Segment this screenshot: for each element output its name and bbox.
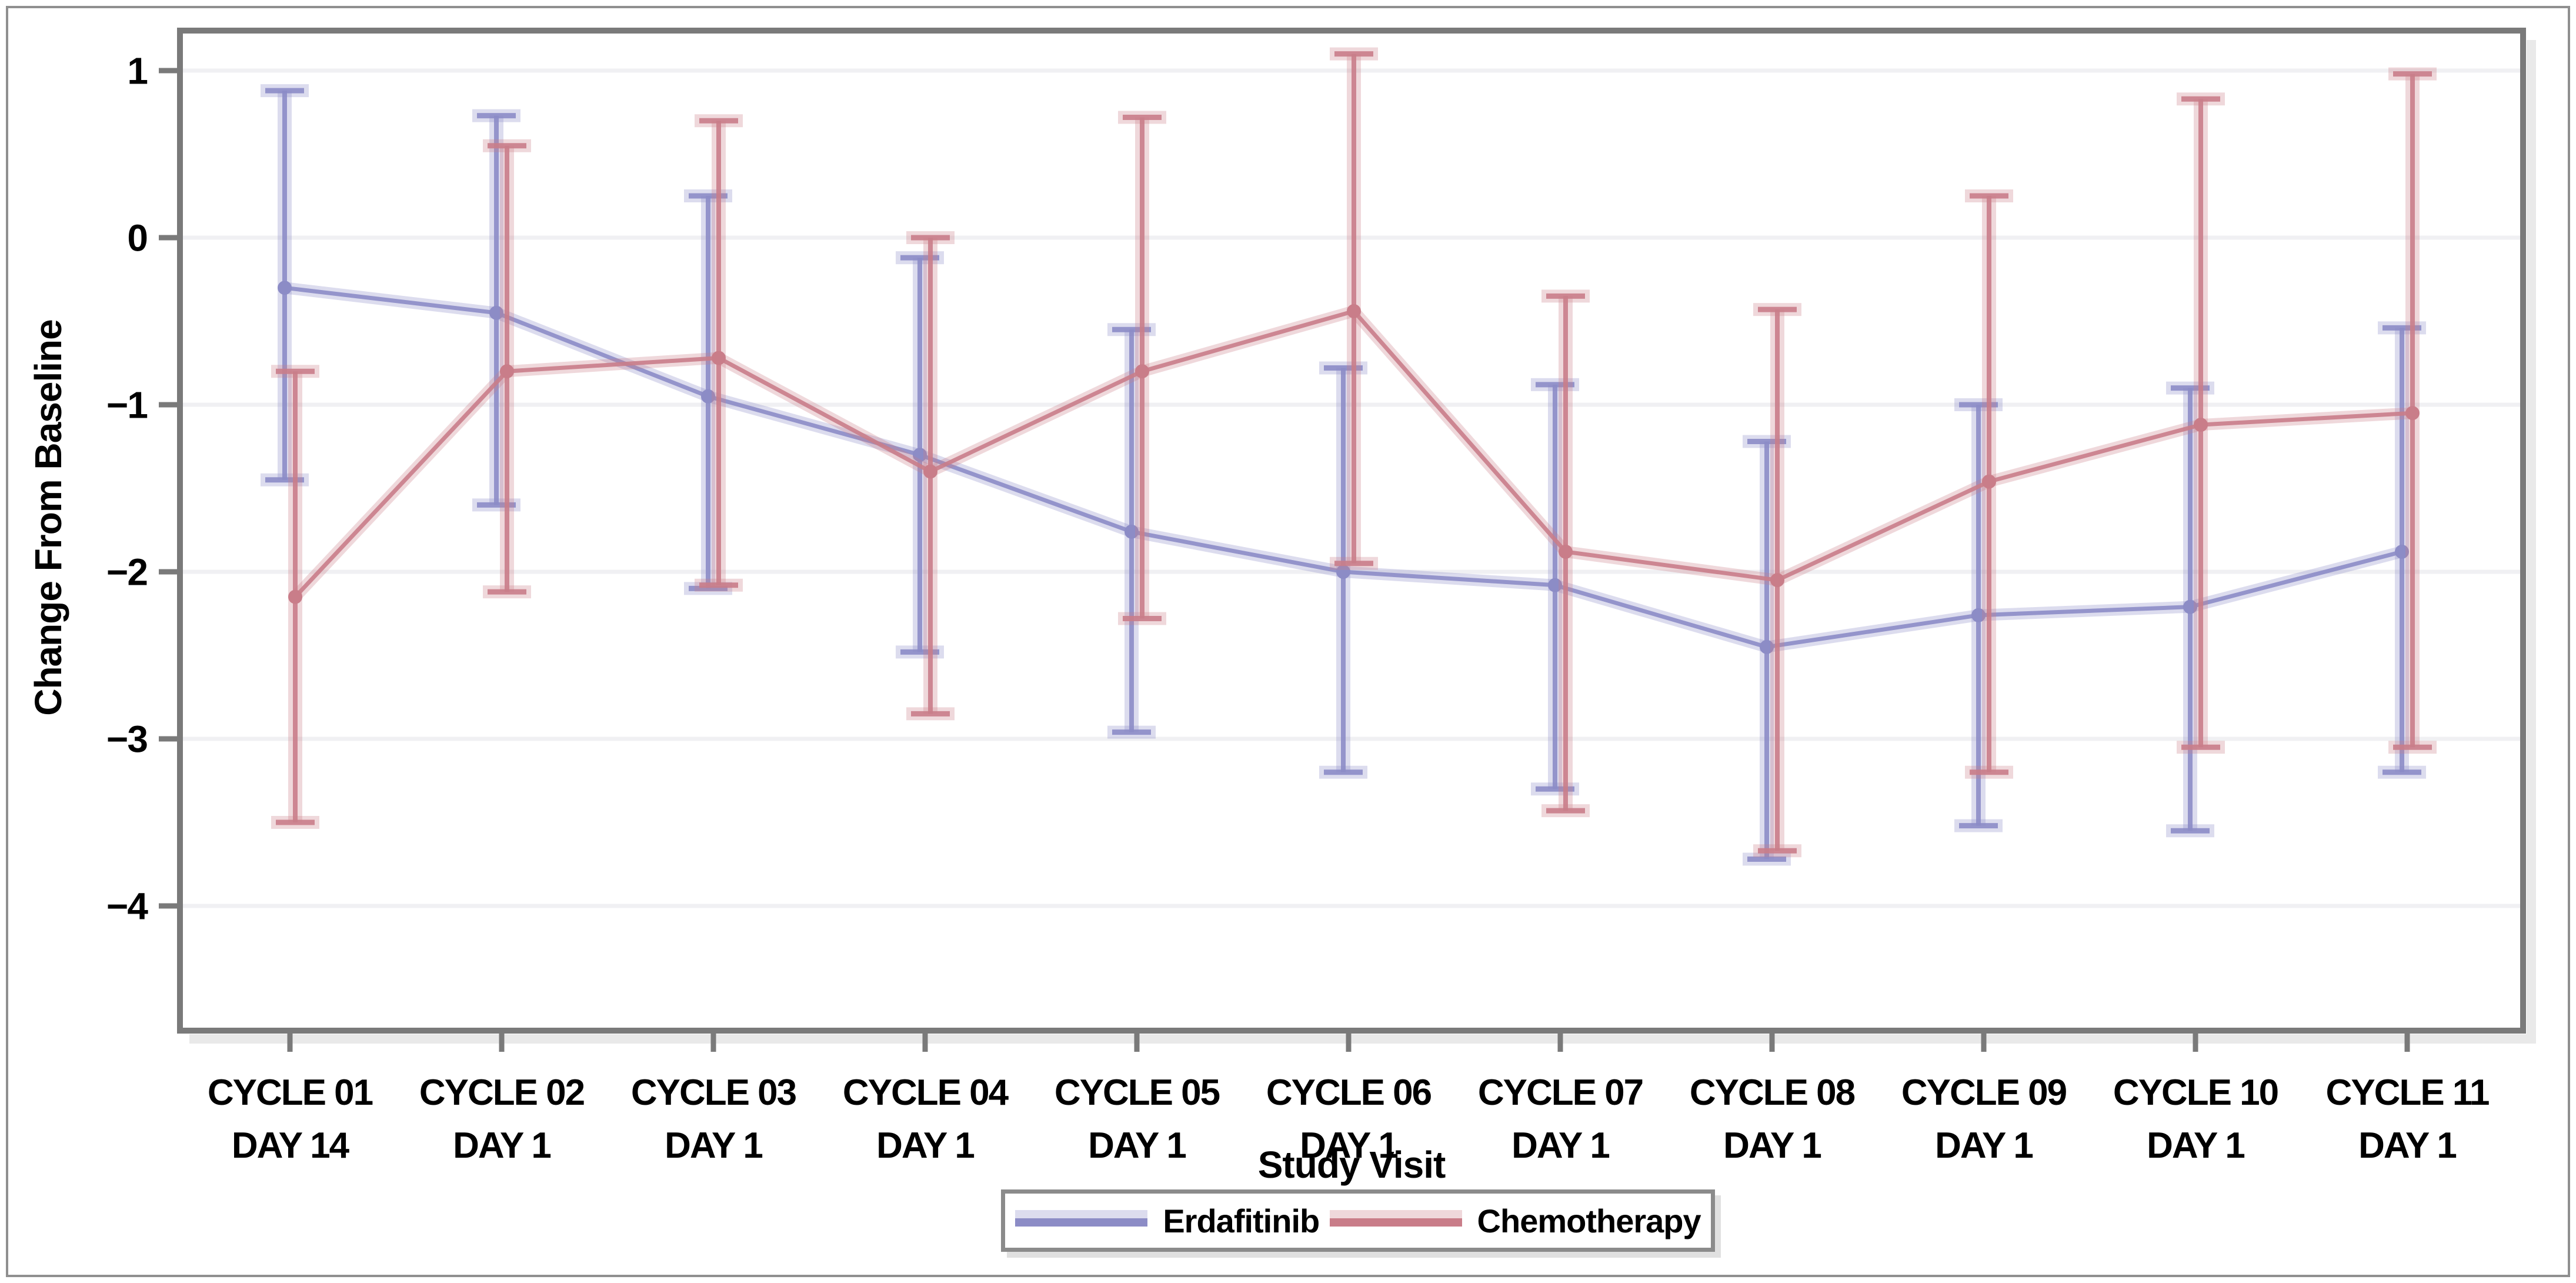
x-category-label-line2: DAY 1 — [2147, 1125, 2244, 1166]
data-point-marker — [1125, 524, 1139, 539]
data-point-marker — [2194, 418, 2208, 432]
y-tick-label: −3 — [106, 718, 147, 760]
x-category-label-line2: DAY 1 — [1300, 1125, 1397, 1166]
data-point-marker — [2405, 406, 2420, 421]
data-point-marker — [1982, 474, 1996, 489]
y-tick-label: 0 — [127, 216, 147, 259]
x-category-label-line1: CYCLE 06 — [1266, 1072, 1432, 1113]
data-point-marker — [2183, 599, 2197, 614]
x-category-label-line2: DAY 1 — [665, 1125, 762, 1166]
legend-label-chemotherapy: Chemotherapy — [1477, 1202, 1701, 1239]
y-axis: 1 0 −1 −2 −3 −4 — [106, 49, 180, 927]
plot-border — [177, 28, 2526, 1034]
data-point-marker — [1347, 304, 1361, 318]
x-category-label-line2: DAY 1 — [453, 1125, 550, 1166]
x-category-label-line2: DAY 1 — [1723, 1125, 1821, 1166]
x-category-label-line2: DAY 1 — [876, 1125, 974, 1166]
data-point-marker — [1135, 364, 1149, 379]
x-category-label-line1: CYCLE 08 — [1690, 1072, 1855, 1113]
data-point-marker — [1336, 565, 1350, 579]
plot-shadow-bottom — [189, 1034, 2536, 1044]
data-point-marker — [913, 448, 927, 462]
erdafitinib-line-swatch — [1015, 1209, 1148, 1232]
chemotherapy-line-core — [1329, 1218, 1462, 1227]
data-point-marker — [923, 464, 937, 479]
plot-shadow-right — [2527, 40, 2536, 1044]
x-category-label-line1: CYCLE 01 — [208, 1072, 373, 1113]
x-category-label-line2: DAY 1 — [1511, 1125, 1609, 1166]
data-point-marker — [489, 305, 503, 320]
y-tick-label: −2 — [106, 551, 147, 593]
x-category-label-line1: CYCLE 09 — [1901, 1072, 2067, 1113]
x-category-label-line1: CYCLE 07 — [1478, 1072, 1643, 1113]
data-point-marker — [2395, 544, 2409, 559]
y-tick-label: 1 — [127, 49, 147, 92]
x-category-label-line1: CYCLE 04 — [843, 1072, 1009, 1113]
data-point-marker — [288, 589, 302, 604]
series-chemotherapy — [271, 47, 2437, 858]
data-point-marker — [1770, 573, 1784, 588]
x-category-label-line2: DAY 1 — [2358, 1125, 2456, 1166]
x-category-label-line2: DAY 1 — [1935, 1125, 2033, 1166]
x-category-label-line1: CYCLE 10 — [2113, 1072, 2278, 1113]
legend-label-erdafitinib: Erdafitinib — [1163, 1202, 1320, 1239]
erdafitinib-line-core — [1015, 1218, 1148, 1227]
data-point-marker — [278, 281, 292, 295]
x-category-label-line2: DAY 14 — [232, 1125, 350, 1166]
data-point-marker — [1760, 639, 1774, 654]
data-point-marker — [701, 389, 715, 404]
x-category-label-line1: CYCLE 11 — [2326, 1072, 2489, 1113]
legend-item-chemotherapy: Chemotherapy — [1329, 1202, 1701, 1240]
x-category-label-line2: DAY 1 — [1088, 1125, 1186, 1166]
data-point-marker — [712, 351, 726, 365]
data-point-marker — [1559, 544, 1573, 559]
y-tick-label: −4 — [106, 885, 148, 927]
y-axis-title: Change From Baseline — [27, 319, 69, 716]
chemotherapy-line-swatch — [1329, 1209, 1462, 1232]
x-category-label-line1: CYCLE 02 — [419, 1072, 584, 1113]
data-point-marker — [1548, 578, 1562, 592]
legend-item-erdafitinib: Erdafitinib — [1015, 1202, 1320, 1240]
x-category-label-line1: CYCLE 03 — [631, 1072, 796, 1113]
data-point-marker — [1971, 608, 1986, 622]
x-axis-title: Study Visit — [1258, 1144, 1446, 1186]
y-tick-label: −1 — [106, 384, 147, 426]
x-axis: CYCLE 01 DAY 14 CYCLE 02 DAY 1 CYCLE 03 DAY 1… — [208, 1031, 2490, 1166]
x-category-label-line1: CYCLE 05 — [1055, 1072, 1220, 1113]
legend: Erdafitinib Chemotherapy — [1001, 1189, 1715, 1252]
data-point-marker — [500, 364, 514, 379]
series-erdafitinib — [261, 84, 2426, 866]
